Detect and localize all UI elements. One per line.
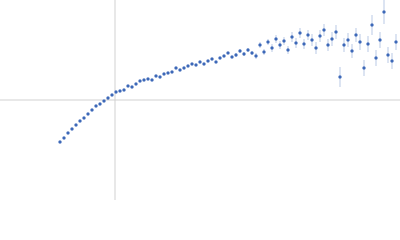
point [290,35,294,39]
point [58,140,62,144]
point [366,42,370,46]
point [342,43,346,47]
point [174,66,178,70]
point [298,31,302,35]
point [110,93,114,97]
point [330,37,334,41]
point [178,68,182,72]
point [314,46,318,50]
point [258,43,262,47]
point [382,10,386,14]
point [74,123,78,127]
point [394,40,398,44]
point [278,43,282,47]
point [202,62,206,66]
point [182,66,186,70]
point [90,108,94,112]
point [134,82,138,86]
point [354,33,358,37]
point [130,85,134,89]
point [266,40,270,44]
point [326,43,330,47]
point [222,54,226,58]
point [226,51,230,55]
point [378,38,382,42]
point [254,54,258,58]
point [190,62,194,66]
point [94,104,98,108]
point [146,77,150,81]
point [198,60,202,64]
point [210,57,214,61]
point [66,131,70,135]
point [230,55,234,59]
point [142,78,146,82]
point [282,39,286,43]
point [150,78,154,82]
point [370,23,374,27]
point [186,64,190,68]
point [294,41,298,45]
point [306,33,310,37]
point [318,34,322,38]
point [374,56,378,60]
point [138,79,142,83]
point [390,59,394,63]
point [162,72,166,76]
point [242,52,246,56]
point [158,75,162,79]
point [62,136,66,140]
point [358,40,362,44]
point [206,59,210,63]
point [250,51,254,55]
point [234,53,238,57]
point [338,75,342,79]
chart [0,0,400,200]
point [274,37,278,41]
point [170,70,174,74]
point [362,66,366,70]
point [346,38,350,42]
point [386,53,390,57]
point [218,56,222,60]
point [166,71,170,75]
point [270,46,274,50]
point [194,63,198,67]
point [302,42,306,46]
point [126,84,130,88]
point [70,127,74,131]
point [78,119,82,123]
point [350,49,354,53]
point [262,50,266,54]
point [238,49,242,53]
point [82,116,86,120]
point [102,99,106,103]
point [246,48,250,52]
point [154,74,158,78]
point [286,48,290,52]
point [118,89,122,93]
point [98,102,102,106]
point [106,96,110,100]
point [86,112,90,116]
point [214,60,218,64]
point [322,28,326,32]
point [114,90,118,94]
point [334,30,338,34]
point [310,38,314,42]
point [122,88,126,92]
